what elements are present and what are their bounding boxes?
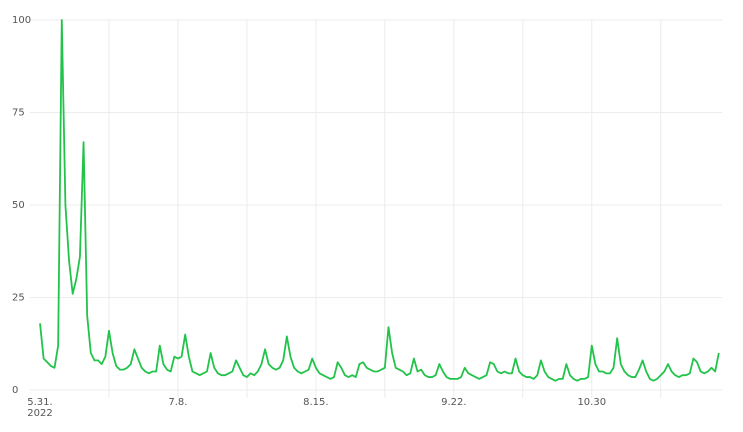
x-tick-label: 5.31. — [27, 397, 52, 408]
y-tick-label: 50 — [12, 200, 25, 211]
x-tick-label: 8.15. — [303, 397, 328, 408]
y-tick-label: 25 — [12, 293, 25, 304]
y-tick-label: 100 — [12, 15, 31, 26]
x-tick-label: 7.8. — [168, 397, 187, 408]
line — [39, 19, 720, 382]
x-tick-label: 9.22. — [441, 397, 466, 408]
x-year-label: 2022 — [27, 408, 52, 419]
y-tick-label: 0 — [12, 385, 18, 396]
y-tick-label: 75 — [12, 108, 25, 119]
x-tick-label: 10.30 — [577, 397, 606, 408]
